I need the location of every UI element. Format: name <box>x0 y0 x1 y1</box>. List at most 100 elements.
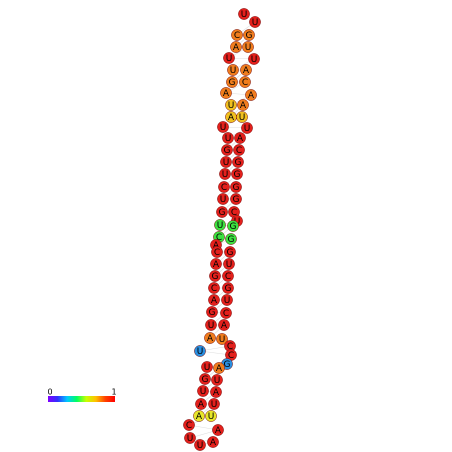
nucleotide <box>225 99 237 111</box>
nucleotide-label: G <box>229 78 236 88</box>
nucleotide <box>241 122 253 134</box>
nucleotide <box>213 362 225 374</box>
nucleotide-label: G <box>227 248 234 258</box>
nucleotide-label: U <box>220 195 227 205</box>
nucleotide-label: A <box>215 426 222 436</box>
nucleotide-label: G <box>246 31 253 41</box>
nucleotide <box>230 41 242 53</box>
nucleotide <box>225 233 237 245</box>
nucleotide <box>201 361 213 373</box>
nucleotide <box>222 282 234 294</box>
nucleotide-label: U <box>223 158 230 168</box>
nucleotide-label: U <box>211 400 218 410</box>
nucleotide-label: A <box>196 412 203 422</box>
nucleotide-label: U <box>225 134 232 144</box>
nucleotide-label: G <box>234 170 241 180</box>
nucleotide <box>233 144 245 156</box>
nucleotide <box>230 181 242 193</box>
nucleotide-label: A <box>243 66 250 76</box>
nucleotide <box>245 89 257 101</box>
nucleotide-label: G <box>235 158 242 168</box>
nucleotide-label: C <box>216 233 222 243</box>
nucleotide <box>209 270 221 282</box>
nucleotide <box>207 436 219 448</box>
nucleotide <box>222 270 234 282</box>
nucleotide-label: U <box>230 66 237 76</box>
nucleotide <box>231 29 243 41</box>
nucleotide-label: C <box>186 421 192 431</box>
nucleotide-label: C <box>231 208 237 218</box>
nucleotide-label: A <box>223 89 230 99</box>
nucleotide-label: U <box>226 54 233 64</box>
nucleotide <box>223 52 235 64</box>
nucleotide <box>208 294 220 306</box>
nucleotide-label: U <box>222 170 229 180</box>
nucleotide-label: G <box>230 222 237 232</box>
nucleotides: UUCGAUUUUAGCAAUAAUUUUAGCUGUGCGUGGCUUGCGA… <box>183 8 261 451</box>
nucleotide-label: U <box>244 124 251 134</box>
nucleotide-label: C <box>242 78 248 88</box>
nucleotide <box>240 64 252 76</box>
nucleotide-label: C <box>236 146 242 156</box>
nucleotide <box>237 99 249 111</box>
nucleotide <box>242 41 254 53</box>
nucleotide <box>239 76 251 88</box>
nucleotide <box>236 111 248 123</box>
nucleotide-label: A <box>213 241 220 251</box>
nucleotide-label: U <box>214 376 221 386</box>
nucleotide-label: U <box>220 123 227 133</box>
nucleotide-label: G <box>224 146 231 156</box>
nucleotide-label: A <box>210 438 217 448</box>
nucleotide <box>194 439 206 451</box>
nucleotide <box>218 181 230 193</box>
nucleotide-label: U <box>200 387 207 397</box>
nucleotide <box>243 29 255 41</box>
nucleotide-label: U <box>224 296 231 306</box>
nucleotide-label: C <box>211 284 217 294</box>
colorbar-gradient <box>48 396 115 402</box>
nucleotide <box>208 282 220 294</box>
nucleotide-label: C <box>228 351 234 361</box>
nucleotide <box>219 168 231 180</box>
nucleotide <box>216 206 228 218</box>
nucleotide <box>208 398 220 410</box>
nucleotide-label: U <box>208 321 215 331</box>
nucleotide-label: G <box>209 308 216 318</box>
nucleotide <box>210 258 222 270</box>
nucleotide <box>217 121 229 133</box>
nucleotide <box>232 156 244 168</box>
nucleotide-label: U <box>187 434 194 444</box>
nucleotide <box>195 398 207 410</box>
nucleotide <box>211 246 223 258</box>
nucleotide-label: C <box>221 183 227 193</box>
nucleotide <box>248 53 260 65</box>
nucleotide <box>214 219 226 231</box>
nucleotide-label: U <box>217 221 224 231</box>
nucleotide-label: A <box>233 43 240 53</box>
nucleotide-label: A <box>216 364 223 374</box>
nucleotide <box>221 294 233 306</box>
nucleotide-label: C <box>223 309 229 319</box>
nucleotide-label: U <box>226 260 233 270</box>
colorbar-min-label: 0 <box>47 388 52 397</box>
nucleotide-label: U <box>251 55 258 65</box>
nucleotide <box>234 132 246 144</box>
nucleotide-label: G <box>233 183 240 193</box>
nucleotide <box>238 8 250 20</box>
nucleotide <box>212 424 224 436</box>
nucleotide-label: U <box>245 43 252 53</box>
nucleotide <box>249 16 261 28</box>
nucleotide-label: C <box>214 248 220 258</box>
nucleotide-label: G <box>212 272 219 282</box>
nucleotide <box>221 144 233 156</box>
colorbar: 0 1 <box>47 388 117 402</box>
nucleotide <box>220 307 232 319</box>
nucleotide <box>220 156 232 168</box>
nucleotide <box>231 168 243 180</box>
nucleotide-label: C <box>234 31 240 41</box>
nucleotide-label: A <box>207 334 214 344</box>
colorbar-max-label: 1 <box>111 388 116 397</box>
nucleotide <box>205 319 217 331</box>
nucleotide-label: U <box>252 18 259 28</box>
